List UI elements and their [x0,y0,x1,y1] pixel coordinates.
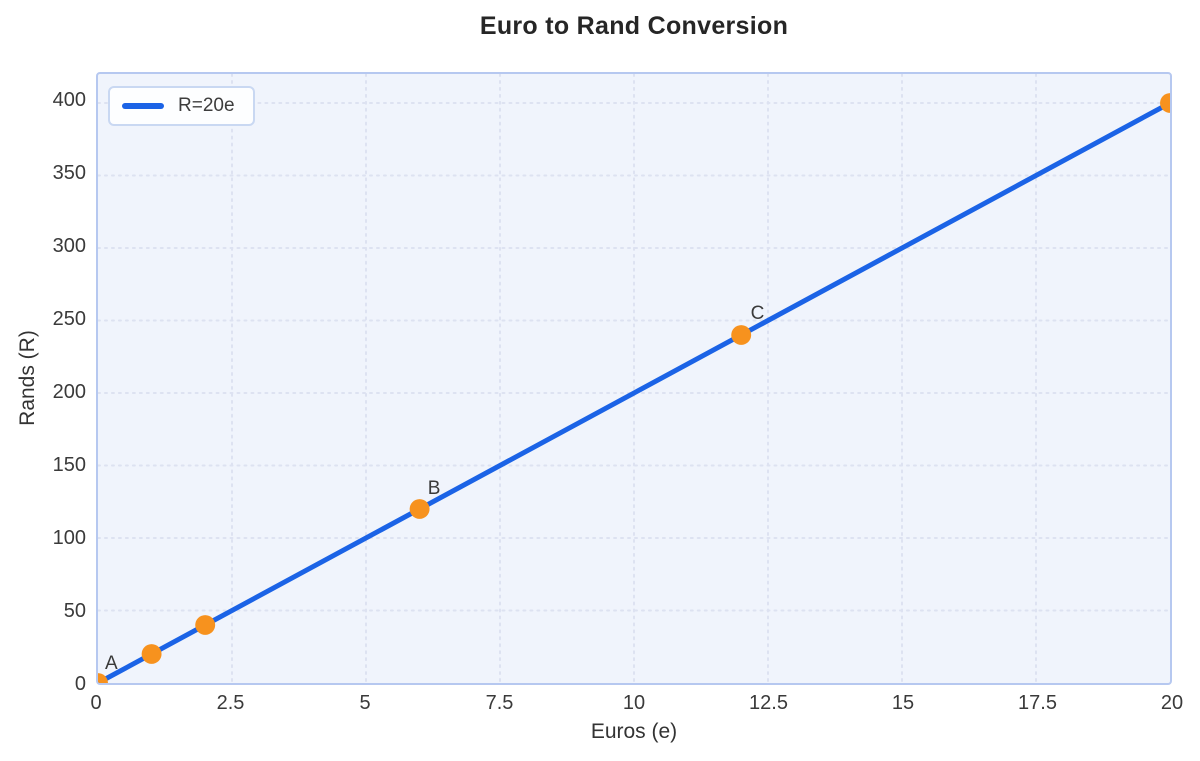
legend-label: R=20e [178,95,235,116]
point-label-b: B [427,477,441,499]
x-tick-label: 0 [90,692,102,714]
x-tick-label: 12.5 [749,692,788,714]
y-tick-label: 400 [52,89,86,112]
x-tick-label: 5 [359,692,371,714]
plot-area: A B C R=20e [96,72,1172,685]
data-point [409,499,430,519]
point-label-a: A [105,653,118,674]
y-tick-label: 250 [52,308,86,331]
y-axis-title: Rands (R) [16,330,39,426]
legend-line-swatch [122,103,164,109]
y-tick-label: 200 [52,381,86,404]
data-point [1160,93,1170,113]
y-tick-label: 100 [52,527,86,550]
plot-canvas [98,74,1170,683]
y-tick-label: 50 [63,600,86,623]
x-tick-label: 17.5 [1018,692,1057,714]
series-line [98,100,1170,683]
y-tick-label: 350 [52,162,86,185]
legend: R=20e [108,86,255,126]
data-point [141,644,162,664]
chart-title: Euro to Rand Conversion [479,12,789,40]
x-tick-label: 15 [891,692,915,714]
y-tick-label: 300 [52,235,86,258]
y-tick-label: 0 [74,673,86,695]
point-label-c: C [750,302,765,324]
data-point [195,615,216,635]
x-tick-label: 20 [1160,692,1184,714]
x-tick-label: 10 [622,692,646,714]
data-point [98,673,108,683]
x-tick-label: 2.5 [216,692,245,714]
x-tick-label: 7.5 [485,692,514,714]
data-point [731,325,752,345]
x-axis-title: Euros (e) [590,720,678,743]
y-tick-label: 150 [52,454,86,477]
